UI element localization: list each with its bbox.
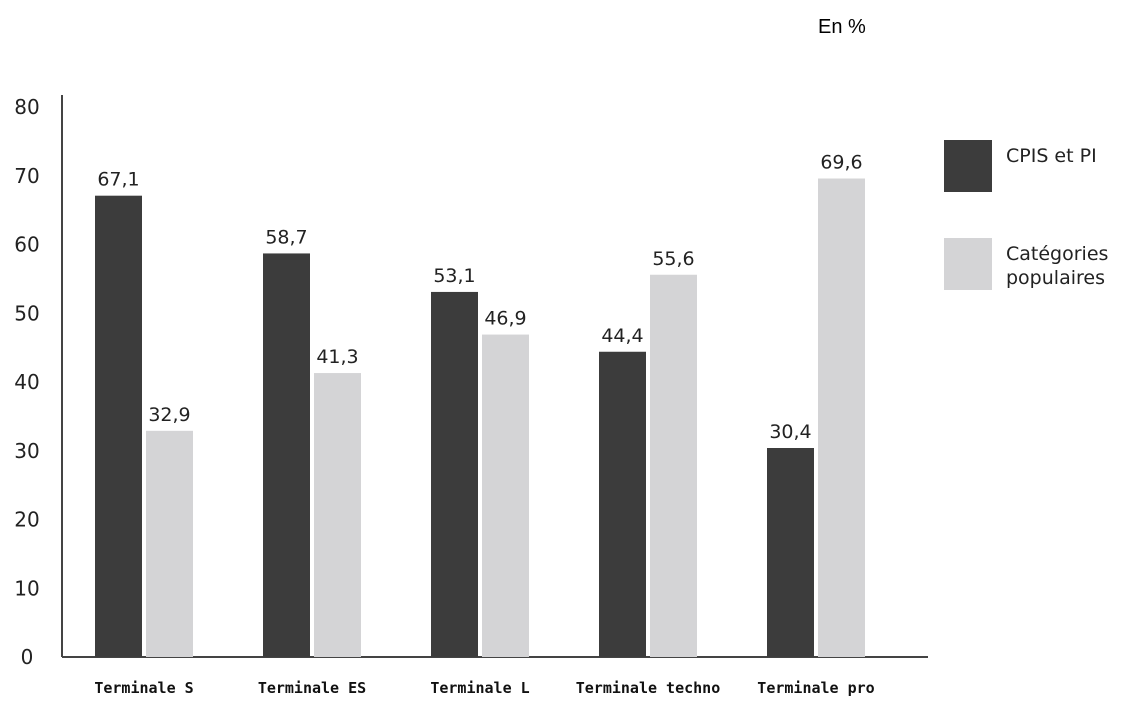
y-tick-label: 60 xyxy=(14,233,39,257)
y-tick-label: 80 xyxy=(14,95,39,119)
x-category-label: Terminale L xyxy=(430,679,529,697)
bar xyxy=(767,448,814,657)
unit-label: En % xyxy=(818,16,866,38)
bar xyxy=(314,373,361,657)
data-label: 55,6 xyxy=(652,248,694,270)
data-label: 41,3 xyxy=(316,346,358,368)
legend-swatch-categories-populaires xyxy=(944,238,992,290)
y-tick-label: 50 xyxy=(14,301,39,325)
x-category-label: Terminale S xyxy=(94,679,193,697)
bar-chart: 0 10 20 30 40 50 60 70 80 67,1 32,9 Terminale S 58,7… xyxy=(14,95,928,697)
y-tick-label: 30 xyxy=(14,439,39,463)
bar xyxy=(431,291,478,657)
y-tick-label: 20 xyxy=(14,508,39,532)
bar xyxy=(482,334,529,657)
x-category-label: Terminale pro xyxy=(757,679,874,697)
data-label: 53,1 xyxy=(433,265,475,287)
legend-label-cpis: CPIS et PI xyxy=(1006,145,1097,167)
data-label: 30,4 xyxy=(769,421,811,443)
bar xyxy=(599,351,646,657)
legend-swatch-cpis xyxy=(944,140,992,192)
y-tick-label: 10 xyxy=(14,576,39,600)
bar xyxy=(95,195,142,657)
y-tick-label: 70 xyxy=(14,164,39,188)
data-label: 32,9 xyxy=(148,404,190,426)
x-category-label: Terminale techno xyxy=(576,679,721,697)
bar xyxy=(146,430,193,657)
data-label: 67,1 xyxy=(97,169,139,191)
legend-label-line-1: Catégories xyxy=(1006,243,1109,265)
bar xyxy=(650,274,697,657)
y-tick-label: 0 xyxy=(21,645,34,669)
legend-label-line-2: populaires xyxy=(1006,267,1105,289)
bar xyxy=(263,253,310,657)
data-label: 44,4 xyxy=(601,325,643,347)
x-category-label: Terminale ES xyxy=(258,679,366,697)
y-tick-label: 40 xyxy=(14,370,39,394)
data-label: 69,6 xyxy=(820,152,862,174)
legend-label-categories-populaires: Catégories populaires xyxy=(1006,242,1140,290)
bar xyxy=(818,178,865,657)
data-label: 58,7 xyxy=(265,226,307,248)
data-label: 46,9 xyxy=(484,308,526,330)
